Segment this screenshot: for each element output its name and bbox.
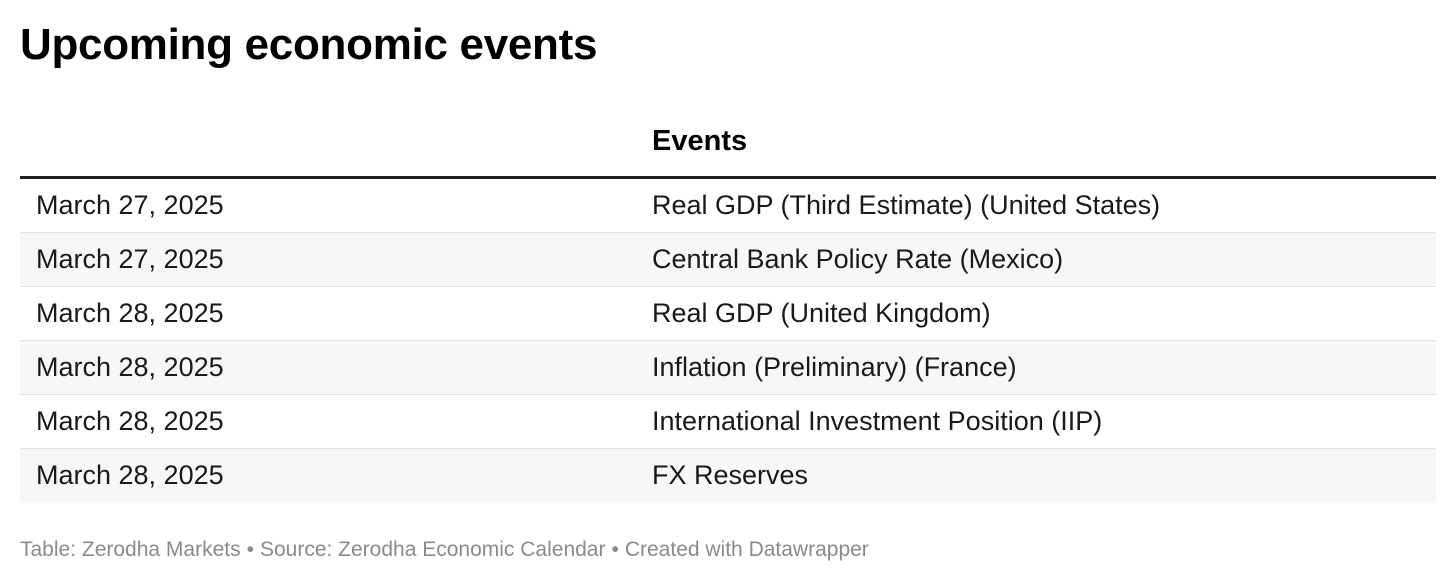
table-row: March 28, 2025 International Investment … — [20, 394, 1436, 449]
event-cell: FX Reserves — [652, 448, 1436, 502]
events-table: Events March 27, 2025 Real GDP (Third Es… — [20, 106, 1436, 502]
source-credit: Source: Zerodha Economic Calendar — [259, 538, 606, 561]
event-cell: Real GDP (United Kingdom) — [652, 286, 1436, 341]
events-table-container: Events March 27, 2025 Real GDP (Third Es… — [20, 106, 1436, 502]
date-cell: March 28, 2025 — [20, 340, 652, 395]
chart-footer: Table: Zerodha Markets • Source: Zerodha E… — [20, 538, 869, 562]
datawrapper-credit: Created with Datawrapper — [624, 538, 869, 561]
date-cell: March 27, 2025 — [20, 177, 652, 233]
chart-title: Upcoming economic events — [20, 20, 598, 69]
column-header-date — [20, 106, 652, 179]
table-row: March 28, 2025 Inflation (Preliminary) (… — [20, 340, 1436, 395]
table-body: March 27, 2025 Real GDP (Third Estimate)… — [20, 177, 1436, 502]
event-cell: Inflation (Preliminary) (France) — [652, 340, 1436, 395]
column-header-events: Events — [652, 106, 1436, 179]
table-header: Events — [20, 106, 1436, 179]
footer-separator: • — [611, 538, 619, 561]
event-cell: International Investment Position (IIP) — [652, 394, 1436, 449]
table-credit: Table: Zerodha Markets — [20, 538, 241, 561]
event-cell: Central Bank Policy Rate (Mexico) — [652, 232, 1436, 287]
date-cell: March 27, 2025 — [20, 232, 652, 287]
table-row: March 27, 2025 Real GDP (Third Estimate)… — [20, 177, 1436, 233]
footer-separator: • — [246, 538, 254, 561]
date-cell: March 28, 2025 — [20, 286, 652, 341]
table-row: March 27, 2025 Central Bank Policy Rate … — [20, 232, 1436, 287]
table-row: March 28, 2025 FX Reserves — [20, 448, 1436, 502]
event-cell: Real GDP (Third Estimate) (United States… — [652, 177, 1436, 233]
table-row: March 28, 2025 Real GDP (United Kingdom) — [20, 286, 1436, 341]
header-row: Events — [20, 106, 1436, 179]
date-cell: March 28, 2025 — [20, 394, 652, 449]
date-cell: March 28, 2025 — [20, 448, 652, 502]
